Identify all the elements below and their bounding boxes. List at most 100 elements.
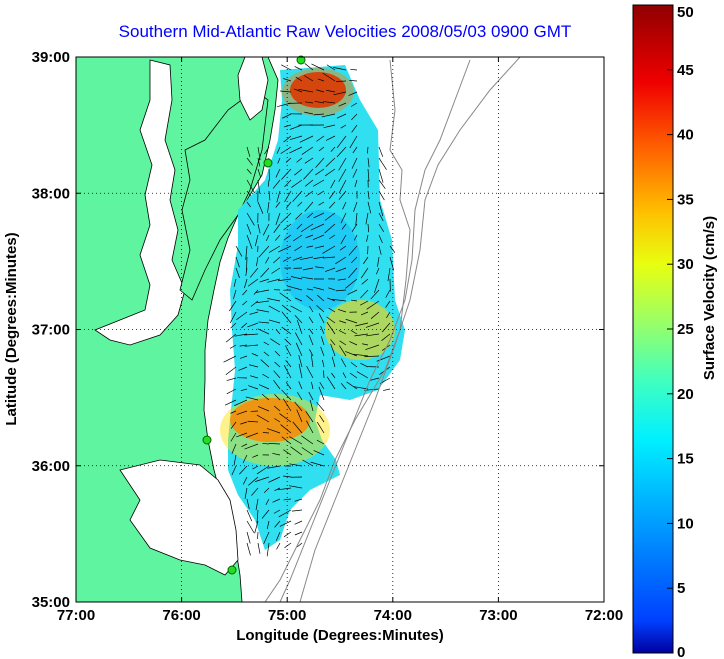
velocity-vector bbox=[272, 498, 281, 503]
velocity-vector bbox=[299, 256, 314, 261]
velocity-vector bbox=[250, 300, 259, 307]
velocity-vector bbox=[258, 321, 270, 324]
velocity-vector bbox=[314, 245, 325, 249]
velocity-vector bbox=[320, 336, 325, 346]
velocity-vector bbox=[305, 410, 314, 423]
x-tick-label: 77:00 bbox=[57, 607, 95, 624]
velocity-vector bbox=[288, 485, 303, 489]
velocity-vector bbox=[265, 234, 270, 242]
colorbar-tick-label: 0 bbox=[677, 644, 685, 659]
velocity-vector bbox=[246, 201, 251, 208]
velocity-vector bbox=[322, 256, 336, 259]
velocity-vector bbox=[298, 354, 303, 368]
velocity-vector bbox=[327, 297, 336, 302]
velocity-vector bbox=[268, 190, 271, 201]
velocity-vector bbox=[291, 179, 303, 188]
station-marker bbox=[227, 565, 237, 575]
velocity-vector bbox=[305, 190, 314, 198]
velocity-vector bbox=[246, 212, 255, 226]
velocity-vector bbox=[367, 168, 370, 182]
velocity-vector bbox=[274, 234, 281, 241]
velocity-vector bbox=[261, 393, 270, 401]
velocity-vector bbox=[306, 245, 314, 248]
velocity-vector bbox=[246, 168, 252, 175]
velocity-vector bbox=[322, 245, 336, 254]
y-tick-label: 37:00 bbox=[32, 322, 70, 339]
velocity-vector bbox=[345, 318, 358, 324]
velocity-vector bbox=[274, 487, 281, 491]
velocity-vector bbox=[351, 223, 358, 232]
velocity-vector bbox=[273, 405, 281, 412]
velocity-vector bbox=[360, 289, 369, 299]
velocity-vector bbox=[246, 509, 253, 522]
y-axis: 35:00 36:00 37:00 38:00 39:00 bbox=[32, 49, 604, 611]
velocity-vector bbox=[268, 476, 281, 483]
velocity-vector bbox=[329, 234, 336, 240]
velocity-vector bbox=[267, 278, 281, 283]
velocity-vector bbox=[297, 542, 303, 548]
velocity-vector bbox=[294, 66, 303, 71]
velocity-vector bbox=[283, 398, 292, 412]
velocity-vector bbox=[287, 285, 303, 291]
velocity-vector bbox=[333, 67, 347, 71]
velocity-vector bbox=[274, 520, 281, 528]
velocity-vector bbox=[378, 179, 386, 189]
velocity-vector bbox=[367, 201, 372, 214]
colorbar-title: Surface Velocity (cm/s) bbox=[701, 216, 718, 380]
velocity-vector bbox=[377, 256, 380, 267]
velocity-vector bbox=[285, 359, 292, 368]
velocity-vector bbox=[283, 531, 292, 538]
velocity-vector bbox=[365, 344, 380, 351]
velocity-vector bbox=[283, 223, 292, 231]
velocity-vector bbox=[238, 366, 248, 371]
velocity-vector bbox=[387, 267, 391, 282]
velocity-vector bbox=[337, 278, 347, 281]
velocity-vector bbox=[274, 350, 281, 357]
velocity-vector bbox=[348, 267, 358, 279]
velocity-vector bbox=[303, 75, 314, 82]
velocity-vector bbox=[273, 223, 281, 233]
velocity-vector bbox=[317, 78, 325, 82]
x-tick-label: 73:00 bbox=[479, 607, 517, 624]
y-tick-label: 36:00 bbox=[32, 458, 70, 475]
bathymetry-contour-3 bbox=[299, 57, 521, 602]
velocity-vector bbox=[319, 415, 325, 423]
velocity-vector bbox=[351, 299, 358, 302]
velocity-vectors bbox=[223, 63, 396, 557]
x-tick-label: 72:00 bbox=[585, 607, 623, 624]
velocity-vector bbox=[289, 463, 303, 467]
velocity-vector bbox=[234, 399, 248, 407]
velocity-vector bbox=[233, 454, 237, 466]
velocity-vector bbox=[298, 381, 303, 390]
velocity-vector bbox=[263, 487, 270, 494]
velocity-vector bbox=[283, 475, 292, 478]
velocity-vector bbox=[283, 365, 292, 379]
velocity-vector bbox=[328, 287, 336, 291]
velocity-vector bbox=[279, 520, 292, 527]
velocity-vector bbox=[376, 267, 380, 275]
velocity-vector bbox=[267, 179, 270, 187]
velocity-vector bbox=[246, 234, 253, 250]
colorbar-tick-label: 10 bbox=[677, 515, 694, 532]
speed-mid-east bbox=[325, 300, 395, 360]
velocity-vector bbox=[249, 364, 259, 368]
velocity-vector bbox=[281, 311, 292, 324]
velocity-vector bbox=[278, 509, 292, 518]
velocity-vector bbox=[281, 304, 292, 313]
chesapeake-bay bbox=[94, 59, 186, 346]
velocity-vector bbox=[308, 328, 314, 335]
velocity-vector bbox=[277, 278, 292, 282]
velocity-vector bbox=[246, 498, 250, 510]
x-tick-label: 74:00 bbox=[374, 607, 412, 624]
velocity-vector bbox=[280, 146, 292, 154]
velocity-vector bbox=[354, 179, 358, 188]
velocity-vector bbox=[272, 179, 281, 189]
velocity-vector bbox=[297, 201, 303, 207]
station-marker bbox=[202, 435, 212, 445]
velocity-vector bbox=[229, 300, 237, 312]
velocity-vector bbox=[285, 382, 292, 390]
velocity-vector bbox=[249, 267, 259, 278]
velocity-vector bbox=[315, 266, 325, 269]
colorbar-tick-label: 20 bbox=[677, 386, 694, 403]
velocity-vector bbox=[263, 341, 270, 346]
